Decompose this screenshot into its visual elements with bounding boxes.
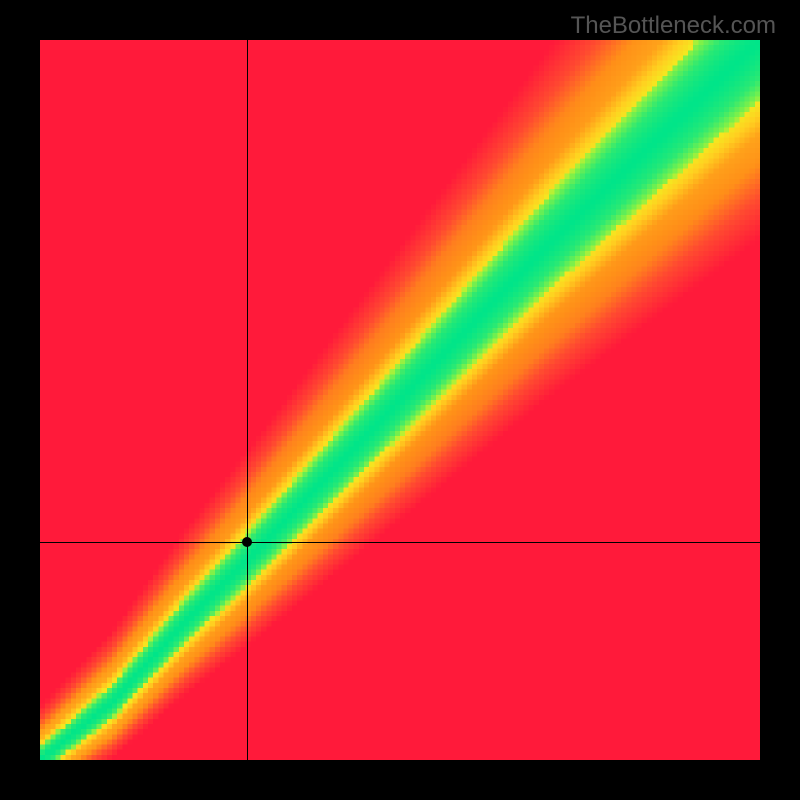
crosshair-vertical bbox=[247, 40, 248, 760]
crosshair-horizontal bbox=[40, 542, 760, 543]
crosshair-marker bbox=[242, 537, 252, 547]
chart-container: TheBottleneck.com bbox=[0, 0, 800, 800]
heatmap-canvas bbox=[40, 40, 760, 760]
plot-area bbox=[40, 40, 760, 760]
watermark-text: TheBottleneck.com bbox=[571, 12, 776, 40]
